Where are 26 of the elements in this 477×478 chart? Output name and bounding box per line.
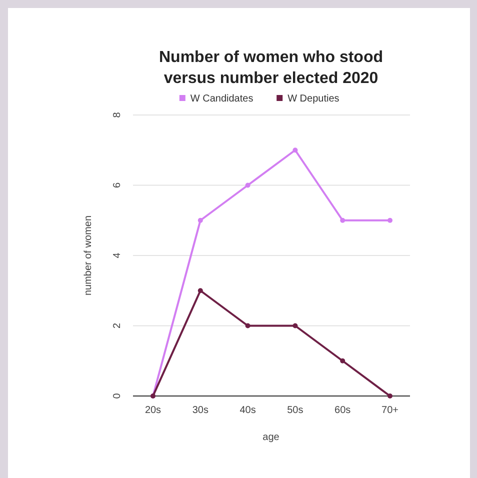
y-tick-label: 6 (112, 182, 123, 188)
point (292, 148, 298, 153)
point (340, 218, 346, 223)
point (292, 323, 298, 328)
legend-label: W Candidates (190, 94, 254, 104)
x-axis-title: age (262, 432, 280, 443)
y-tick-label: 4 (112, 252, 123, 258)
x-tick-label: 60s (334, 405, 351, 416)
point (388, 394, 392, 398)
point (198, 218, 203, 223)
point (245, 323, 250, 328)
y-axis-title: number of women (83, 215, 94, 296)
x-tick-label: 50s (287, 405, 304, 416)
chart-title: Number of women who stood versus number elected 2020 (159, 49, 383, 87)
point (245, 182, 250, 188)
y-tick-label: 0 (112, 392, 123, 399)
x-tick-label: 30s (192, 405, 208, 416)
legend-label: W Deputies (288, 94, 340, 104)
point (340, 358, 346, 364)
point (388, 218, 392, 223)
x-tick-label: 20s (144, 405, 162, 416)
x-tick-label: 40s (240, 405, 256, 416)
point (198, 288, 203, 294)
x-tick-label: 70+ (382, 405, 399, 416)
y-tick-label: 8 (112, 112, 123, 118)
y-tick-label: 2 (112, 322, 123, 329)
